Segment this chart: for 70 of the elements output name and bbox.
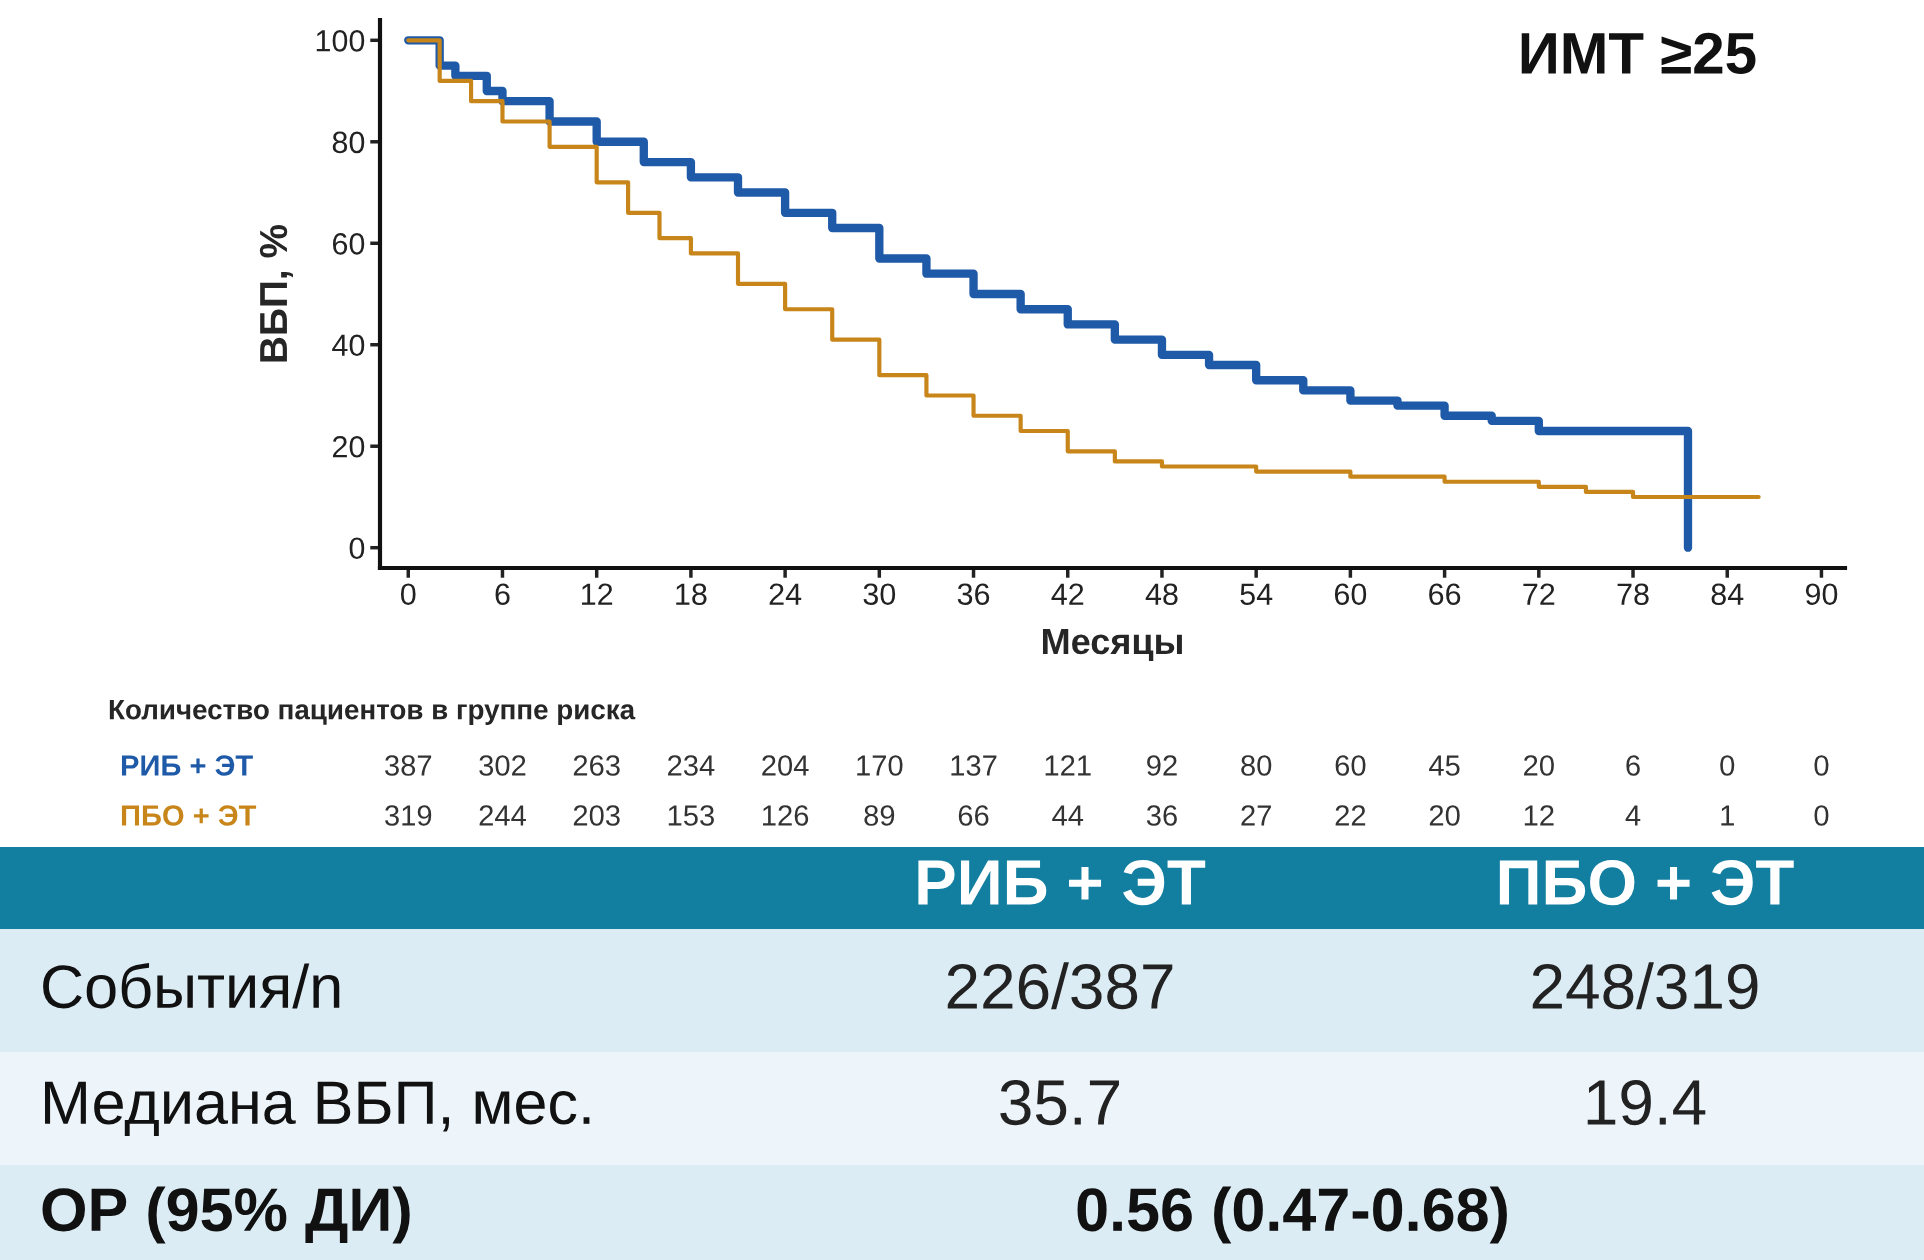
- text: 387: [385, 755, 432, 776]
- text: Медиана ВБП, мес.: [45, 1081, 590, 1136]
- text: 0: [1814, 755, 1829, 776]
- text: 153: [668, 805, 714, 826]
- text: 263: [573, 755, 620, 776]
- text: События/n: [43, 962, 340, 1009]
- text: 12: [1524, 805, 1554, 826]
- x-tick-label: 30: [863, 583, 896, 606]
- x-tick-label: 90: [1805, 583, 1838, 606]
- text: 248/319: [1532, 962, 1758, 1010]
- text: 19.4: [1587, 1079, 1706, 1126]
- x-tick-label: 72: [1523, 583, 1555, 605]
- text: 6: [1626, 755, 1640, 776]
- x-tick-label: 84: [1711, 583, 1744, 606]
- chart-title: ИМТ ≥25: [1521, 32, 1756, 75]
- text: 121: [1045, 755, 1091, 776]
- text: 170: [857, 755, 903, 776]
- y-tick-label: 60: [332, 232, 365, 255]
- text: 60: [1335, 755, 1366, 776]
- text: 66: [958, 805, 989, 826]
- text: 45: [1429, 755, 1460, 776]
- text: 4: [1625, 805, 1641, 826]
- text: 137: [951, 755, 997, 776]
- x-tick-label: 66: [1429, 583, 1461, 606]
- text: ПБО + ЭТ: [1499, 859, 1794, 906]
- text: 203: [573, 805, 620, 826]
- text: РИБ + ЭТ: [121, 755, 253, 776]
- x-tick-label: 42: [1051, 583, 1084, 605]
- text: 0: [1720, 755, 1735, 776]
- text: 1: [1721, 805, 1734, 826]
- x-tick-label: 0: [400, 583, 416, 606]
- text: 319: [385, 805, 432, 826]
- text: 204: [762, 755, 809, 776]
- text: 126: [763, 805, 809, 826]
- y-tick-label: 20: [332, 435, 365, 458]
- text: 244: [479, 805, 526, 826]
- text: ОР (95% ДИ): [42, 1186, 410, 1244]
- y-axis-title: ВБП, %: [259, 224, 293, 362]
- text: 27: [1241, 805, 1271, 826]
- x-tick-label: 6: [495, 583, 510, 606]
- text: 22: [1335, 805, 1366, 826]
- text: Количество пациентов в группе риска: [109, 700, 636, 725]
- x-tick-label: 54: [1240, 583, 1273, 606]
- text: 35.7: [1000, 1079, 1119, 1126]
- text: 20: [1429, 805, 1460, 826]
- y-tick-label: 40: [332, 334, 365, 357]
- y-tick-label: 0: [349, 537, 365, 560]
- text: 0: [1814, 805, 1829, 826]
- x-tick-label: 12: [582, 583, 613, 605]
- text: РИБ + ЭТ: [918, 859, 1206, 906]
- text: 89: [864, 805, 895, 826]
- text: 0.56 (0.47-0.68): [1077, 1186, 1507, 1244]
- x-axis-title: Месяцы: [1042, 629, 1182, 662]
- y-tick-label: 100: [316, 30, 365, 52]
- text: 80: [1241, 755, 1272, 776]
- text: 20: [1524, 755, 1554, 776]
- text: 44: [1052, 805, 1084, 826]
- x-tick-label: 78: [1617, 583, 1649, 606]
- x-tick-label: 18: [676, 583, 707, 606]
- text: 302: [479, 755, 526, 776]
- y-tick-label: 80: [332, 131, 365, 154]
- text: 226/387: [947, 962, 1173, 1010]
- x-tick-label: 36: [957, 583, 990, 606]
- x-tick-label: 48: [1145, 583, 1178, 606]
- text: 234: [668, 755, 715, 776]
- x-tick-label: 60: [1334, 583, 1367, 606]
- text: 36: [1146, 805, 1177, 826]
- x-tick-label: 24: [769, 583, 802, 605]
- text: 92: [1147, 755, 1177, 776]
- text: ПБО + ЭТ: [121, 805, 257, 826]
